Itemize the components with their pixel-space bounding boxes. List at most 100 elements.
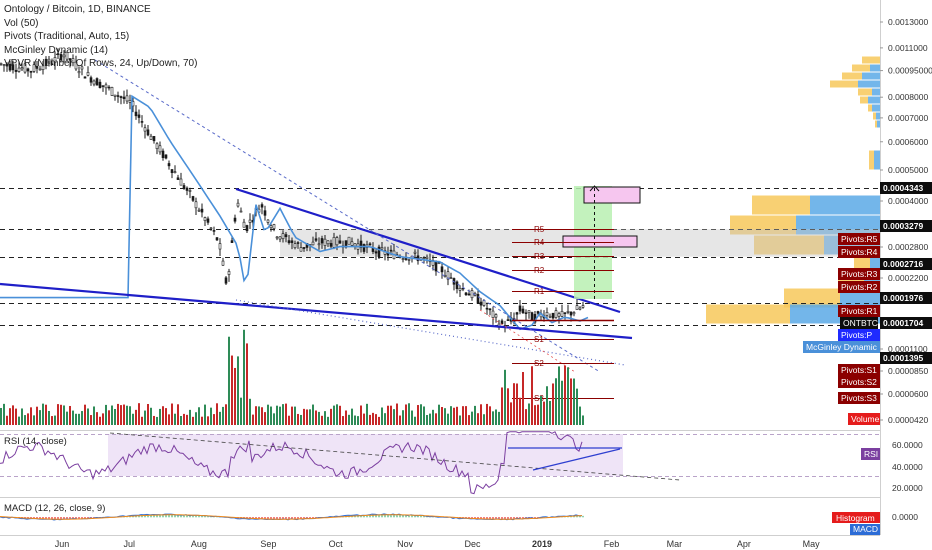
candle-body (515, 312, 519, 315)
rsi-title: RSI (14, close) (4, 436, 67, 447)
candle-body (317, 243, 321, 246)
volume-bar (282, 404, 284, 425)
rsi-line (0, 431, 583, 495)
candle-body (179, 178, 183, 186)
volume-bar (153, 415, 155, 425)
candle-body (182, 185, 186, 189)
axis-marker-label: Volume (851, 414, 880, 424)
macd-histogram-bar (579, 515, 581, 518)
volume-bar (306, 409, 308, 425)
volume-bar (228, 336, 230, 425)
volume-bar (273, 413, 275, 425)
volume-bar (168, 414, 170, 425)
candle-body (293, 243, 297, 249)
macd-histogram-bar (150, 515, 152, 518)
macd-histogram-bar (303, 517, 305, 520)
candle-body (161, 150, 165, 158)
candle-body (116, 95, 120, 97)
volume-bar (189, 409, 191, 425)
candle-body (569, 311, 573, 316)
macd-histogram-bar (366, 515, 368, 518)
candle-body (215, 237, 219, 241)
candle-body (158, 145, 162, 153)
pivot-label: S1 (534, 335, 544, 344)
candle-body (11, 64, 15, 71)
candle-body (233, 217, 237, 222)
macd-histogram-bar (159, 515, 161, 518)
macd-histogram-bar (153, 514, 155, 518)
candle-body (362, 244, 366, 252)
axis-marker-label: Pivots:P (841, 330, 873, 340)
macd-histogram-bar (372, 514, 374, 518)
macd-histogram-bar (33, 517, 35, 519)
volume-bar (183, 413, 185, 425)
volume-bar (162, 406, 164, 425)
volume-bar (258, 406, 260, 425)
volume-bar (396, 403, 398, 425)
volume-bar (252, 414, 254, 425)
candle-body (275, 236, 279, 239)
candle-body (347, 236, 351, 245)
candle-body (470, 290, 474, 299)
candle-body (230, 240, 234, 243)
macd-histogram-bar (270, 517, 272, 520)
candle-body (554, 310, 558, 318)
axis-marker-label: 0.0001395 (883, 353, 923, 363)
candle-body (338, 240, 342, 244)
candle-body (218, 243, 222, 250)
macd-histogram-bar (138, 515, 140, 518)
volume-bar (576, 388, 578, 425)
axis-marker-label: 0.0002716 (883, 259, 923, 269)
macd-histogram-bar (492, 517, 494, 520)
dotted-red-line (479, 309, 576, 373)
macd-histogram-bar (393, 514, 395, 518)
volume-bar (120, 405, 122, 425)
target-box (583, 186, 641, 204)
volume-bar (36, 406, 38, 425)
volume-bar (435, 413, 437, 425)
candle-body (458, 288, 462, 291)
legend-pivots: Pivots (Traditional, Auto, 15) (4, 31, 130, 42)
macd-histogram-bar (69, 517, 71, 519)
candle-body (143, 127, 147, 132)
macd-histogram-bar (396, 515, 398, 518)
macd-histogram-bar (276, 517, 278, 520)
volume-bar (420, 404, 422, 425)
volume-bar (453, 407, 455, 425)
macd-histogram-bar (582, 515, 584, 518)
macd-histogram-bar (180, 515, 182, 518)
macd-histogram-bar (87, 517, 89, 519)
volume-bar (255, 406, 257, 425)
macd-histogram-bar (258, 517, 260, 520)
volume-bar (276, 405, 278, 425)
volume-bar (408, 403, 410, 425)
candle-body (176, 177, 180, 180)
macd-histogram-bar (81, 517, 83, 519)
candle-body (434, 260, 438, 272)
candle-body (287, 240, 291, 244)
axis-marker-label: Pivots:S1 (841, 365, 877, 375)
macd-histogram-bar (294, 517, 296, 520)
candle-body (440, 266, 444, 273)
candle-body (323, 238, 327, 246)
volume-bar (387, 405, 389, 425)
macd-histogram-bar (297, 517, 299, 520)
candle-body (548, 315, 552, 318)
volume-bar (204, 404, 206, 425)
macd-histogram-bar (420, 515, 422, 518)
macd-histogram-bar (300, 517, 302, 519)
axis-marker-label: 0.0003279 (883, 221, 923, 231)
volume-bar (219, 411, 221, 425)
macd-histogram-bar (261, 517, 263, 519)
candle-body (572, 312, 576, 315)
candle-body (296, 242, 300, 244)
volume-bar (471, 411, 473, 425)
candle-body (536, 311, 540, 314)
mcginley-line (0, 94, 589, 331)
candle-body (491, 310, 495, 318)
macd-histogram-bar (483, 517, 485, 520)
candle-body (335, 237, 339, 246)
macd-histogram-bar (477, 517, 479, 520)
candle-body (467, 293, 471, 296)
vpvr-bar-up (752, 195, 810, 215)
